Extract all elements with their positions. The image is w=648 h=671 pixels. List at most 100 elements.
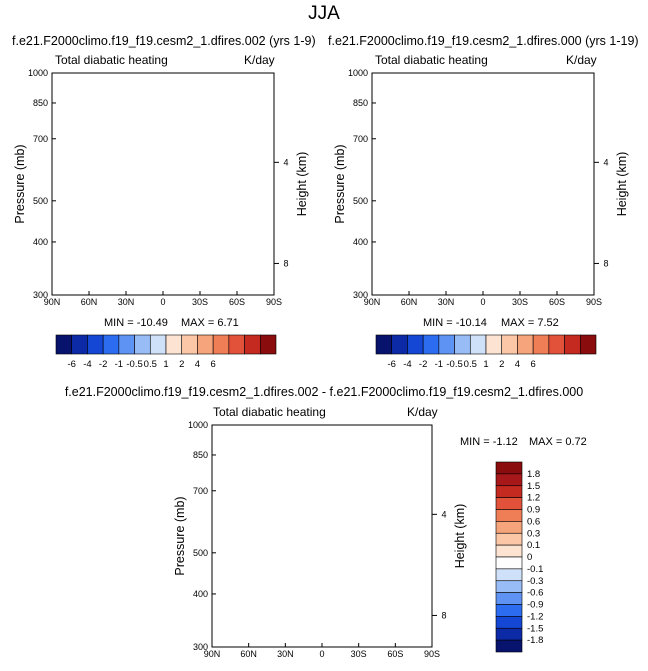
panel-b-ytick-right-label: 8 (603, 258, 608, 268)
panel-diff-ylabel-right: Height (km) (453, 504, 467, 569)
panel-a-ytick-label: 700 (33, 134, 48, 144)
colorbar-swatch (165, 334, 183, 355)
panel-b-max-label: MAX = 7.52 (501, 317, 559, 329)
colorbar-swatch (181, 334, 198, 355)
panel-b-xtick-label: 30S (512, 297, 528, 307)
panel-diff-ytick-label: 300 (193, 642, 208, 652)
colorbar-swatch (495, 639, 523, 653)
colorbar-swatch (212, 334, 230, 355)
panel-diff-xtick-label: 30S (351, 649, 367, 659)
colorbar-swatch (454, 334, 471, 355)
colorbar-label: 0.6 (527, 516, 540, 527)
panel-b-ytick-label: 300 (353, 290, 368, 300)
colorbar-label: 0.1 (527, 540, 540, 551)
panel-diff-ytick-label: 400 (193, 589, 208, 599)
colorbar-swatch (495, 461, 523, 475)
colorbar-swatch (102, 334, 120, 355)
colorbar-label: 2 (499, 359, 504, 370)
panel-diff-xtick-label: 90S (424, 649, 440, 659)
figure-title: JJA (308, 3, 340, 24)
panel-diff-subtitle-right: K/day (407, 405, 438, 419)
panel-b-colorbar: -6 -4 -2 -1 -0.5 0.5 1 2 4 6 (375, 334, 597, 375)
colorbar-swatch (495, 509, 523, 522)
panel-diff-frame (211, 424, 433, 648)
panel-a-ytick-label: 500 (33, 196, 48, 206)
panel-diff-ylabel: Pressure (mb) (173, 496, 187, 575)
colorbar-swatch (407, 334, 424, 355)
colorbar-swatch (391, 334, 408, 355)
panel-b-xtick-label: 30N (438, 297, 455, 307)
panel-a-ylabel-right: Height (km) (295, 152, 309, 217)
colorbar-label: -0.6 (527, 588, 543, 599)
colorbar-swatch (134, 334, 151, 355)
colorbar-swatch (501, 334, 518, 355)
colorbar-label: -4 (403, 359, 411, 370)
colorbar-label: 1.5 (527, 481, 540, 492)
panel-a-ytick-label: 400 (33, 237, 48, 247)
colorbar-label: 0.9 (527, 505, 540, 516)
colorbar-label: 1.2 (527, 493, 540, 504)
panel-b-ylabel-right: Height (km) (615, 152, 629, 217)
colorbar-label: 1 (483, 359, 488, 370)
colorbar-label: 0.3 (527, 528, 540, 539)
colorbar-swatch (485, 334, 503, 355)
panel-b-ytick-label: 500 (353, 196, 368, 206)
panel-diff-colorbar: 1.8 1.5 1.2 0.9 0.6 0.3 0.1 0 -0.1 -0.3 -0.6 -0.9 -1… (495, 461, 556, 653)
panel-diff-xtick-label: 30N (277, 649, 294, 659)
panel-diff-ytick-label: 500 (193, 548, 208, 558)
panel-diff-xtick-label: 60S (387, 649, 403, 659)
colorbar-swatch (532, 334, 550, 355)
panel-b-ytick-label: 1000 (348, 68, 368, 78)
colorbar-label: 1.8 (527, 469, 540, 480)
panel-b-subtitle-left: Total diabatic heating (375, 53, 488, 67)
colorbar-swatch (259, 334, 277, 355)
panel-diff-title: f.e21.F2000climo.f19_f19.cesm2_1.dfires.… (64, 385, 584, 399)
panel-b-subtitle-right: K/day (566, 53, 597, 67)
colorbar-swatch (495, 616, 523, 629)
panel-diff-xtick-label: 60N (240, 649, 257, 659)
colorbar-swatch (118, 334, 135, 355)
panel-b-ytick-label: 400 (353, 237, 368, 247)
panel-b-xtick-label: 0 (480, 297, 485, 307)
panel-a-ytick-label: 300 (33, 290, 48, 300)
colorbar-swatch (495, 592, 523, 605)
colorbar-swatch (579, 334, 597, 355)
colorbar-swatch (422, 334, 440, 355)
colorbar-label: 0.5 (144, 359, 157, 370)
panel-a-title: f.e21.F2000climo.f19_f19.cesm2_1.dfires.… (12, 34, 316, 48)
colorbar-swatch (244, 334, 261, 355)
colorbar-label: 4 (515, 359, 520, 370)
colorbar-label: 0 (527, 552, 532, 563)
panel-a-max-label: MAX = 6.71 (181, 317, 239, 329)
panel-diff-ytick-right-label: 4 (441, 509, 446, 519)
panel-diff-subtitle-left: Total diabatic heating (213, 405, 326, 419)
panel-b-xtick-label: 60S (549, 297, 565, 307)
colorbar-swatch (495, 521, 523, 534)
panel-diff-ytick-label: 1000 (188, 420, 208, 430)
panel-a-colorbar: -6 -4 -2 -1 -0.5 0.5 1 2 4 6 (55, 334, 277, 375)
panel-a-heatmap: 90N 60N 30N 0 30S 60S 90S 300 400 500 700 850 1000 8 4… (0, 64, 310, 324)
panel-a-frame (51, 72, 275, 296)
colorbar-swatch (495, 580, 523, 593)
panel-diff-max-label: MAX = 0.72 (529, 436, 587, 448)
colorbar-label: -1 (115, 359, 123, 370)
panel-a-xtick-label: 60S (229, 297, 245, 307)
colorbar-swatch (548, 334, 565, 355)
colorbar-swatch (228, 334, 245, 355)
colorbar-swatch (149, 334, 167, 355)
colorbar-swatch (469, 334, 487, 355)
colorbar-label: -1.5 (527, 623, 543, 634)
colorbar-label: -6 (67, 359, 75, 370)
colorbar-label: -0.1 (527, 564, 543, 575)
panel-a-ytick-right-label: 4 (283, 157, 288, 167)
panel-diff-xtick-label: 0 (319, 649, 324, 659)
panel-a-ylabel: Pressure (mb) (13, 144, 27, 223)
colorbar-swatch (55, 334, 73, 355)
panel-b-ytick-label: 850 (353, 98, 368, 108)
panel-a-xtick-label: 30S (192, 297, 208, 307)
panel-a-xtick-label: 0 (160, 297, 165, 307)
colorbar-swatch (495, 568, 523, 582)
panel-b-ylabel: Pressure (mb) (333, 144, 347, 223)
panel-a-xtick-label: 90S (266, 297, 282, 307)
panel-a-ytick-right-label: 8 (283, 258, 288, 268)
